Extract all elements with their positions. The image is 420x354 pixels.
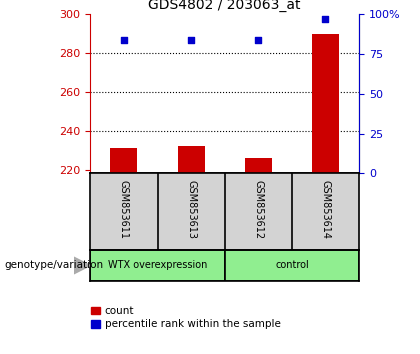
Point (255, 37, 262, 42)
Point (121, 37, 127, 42)
Polygon shape (74, 257, 90, 274)
Bar (110, 148, 137, 173)
Title: GDS4802 / 203063_at: GDS4802 / 203063_at (148, 0, 301, 12)
Bar (90, 250, 225, 281)
Text: WTX overexpression: WTX overexpression (108, 261, 207, 270)
Text: GSM853612: GSM853612 (253, 179, 263, 239)
Text: GSM853611: GSM853611 (119, 179, 129, 239)
Legend: count, percentile rank within the sample: count, percentile rank within the sample (91, 306, 281, 329)
Bar (178, 146, 205, 173)
Point (322, 16, 329, 22)
Bar (245, 158, 272, 173)
Point (188, 37, 194, 42)
Bar (312, 34, 339, 173)
Text: GSM853614: GSM853614 (320, 179, 331, 239)
Text: GSM853613: GSM853613 (186, 179, 196, 239)
Text: genotype/variation: genotype/variation (4, 261, 103, 270)
Text: control: control (275, 261, 309, 270)
Bar (225, 250, 359, 281)
